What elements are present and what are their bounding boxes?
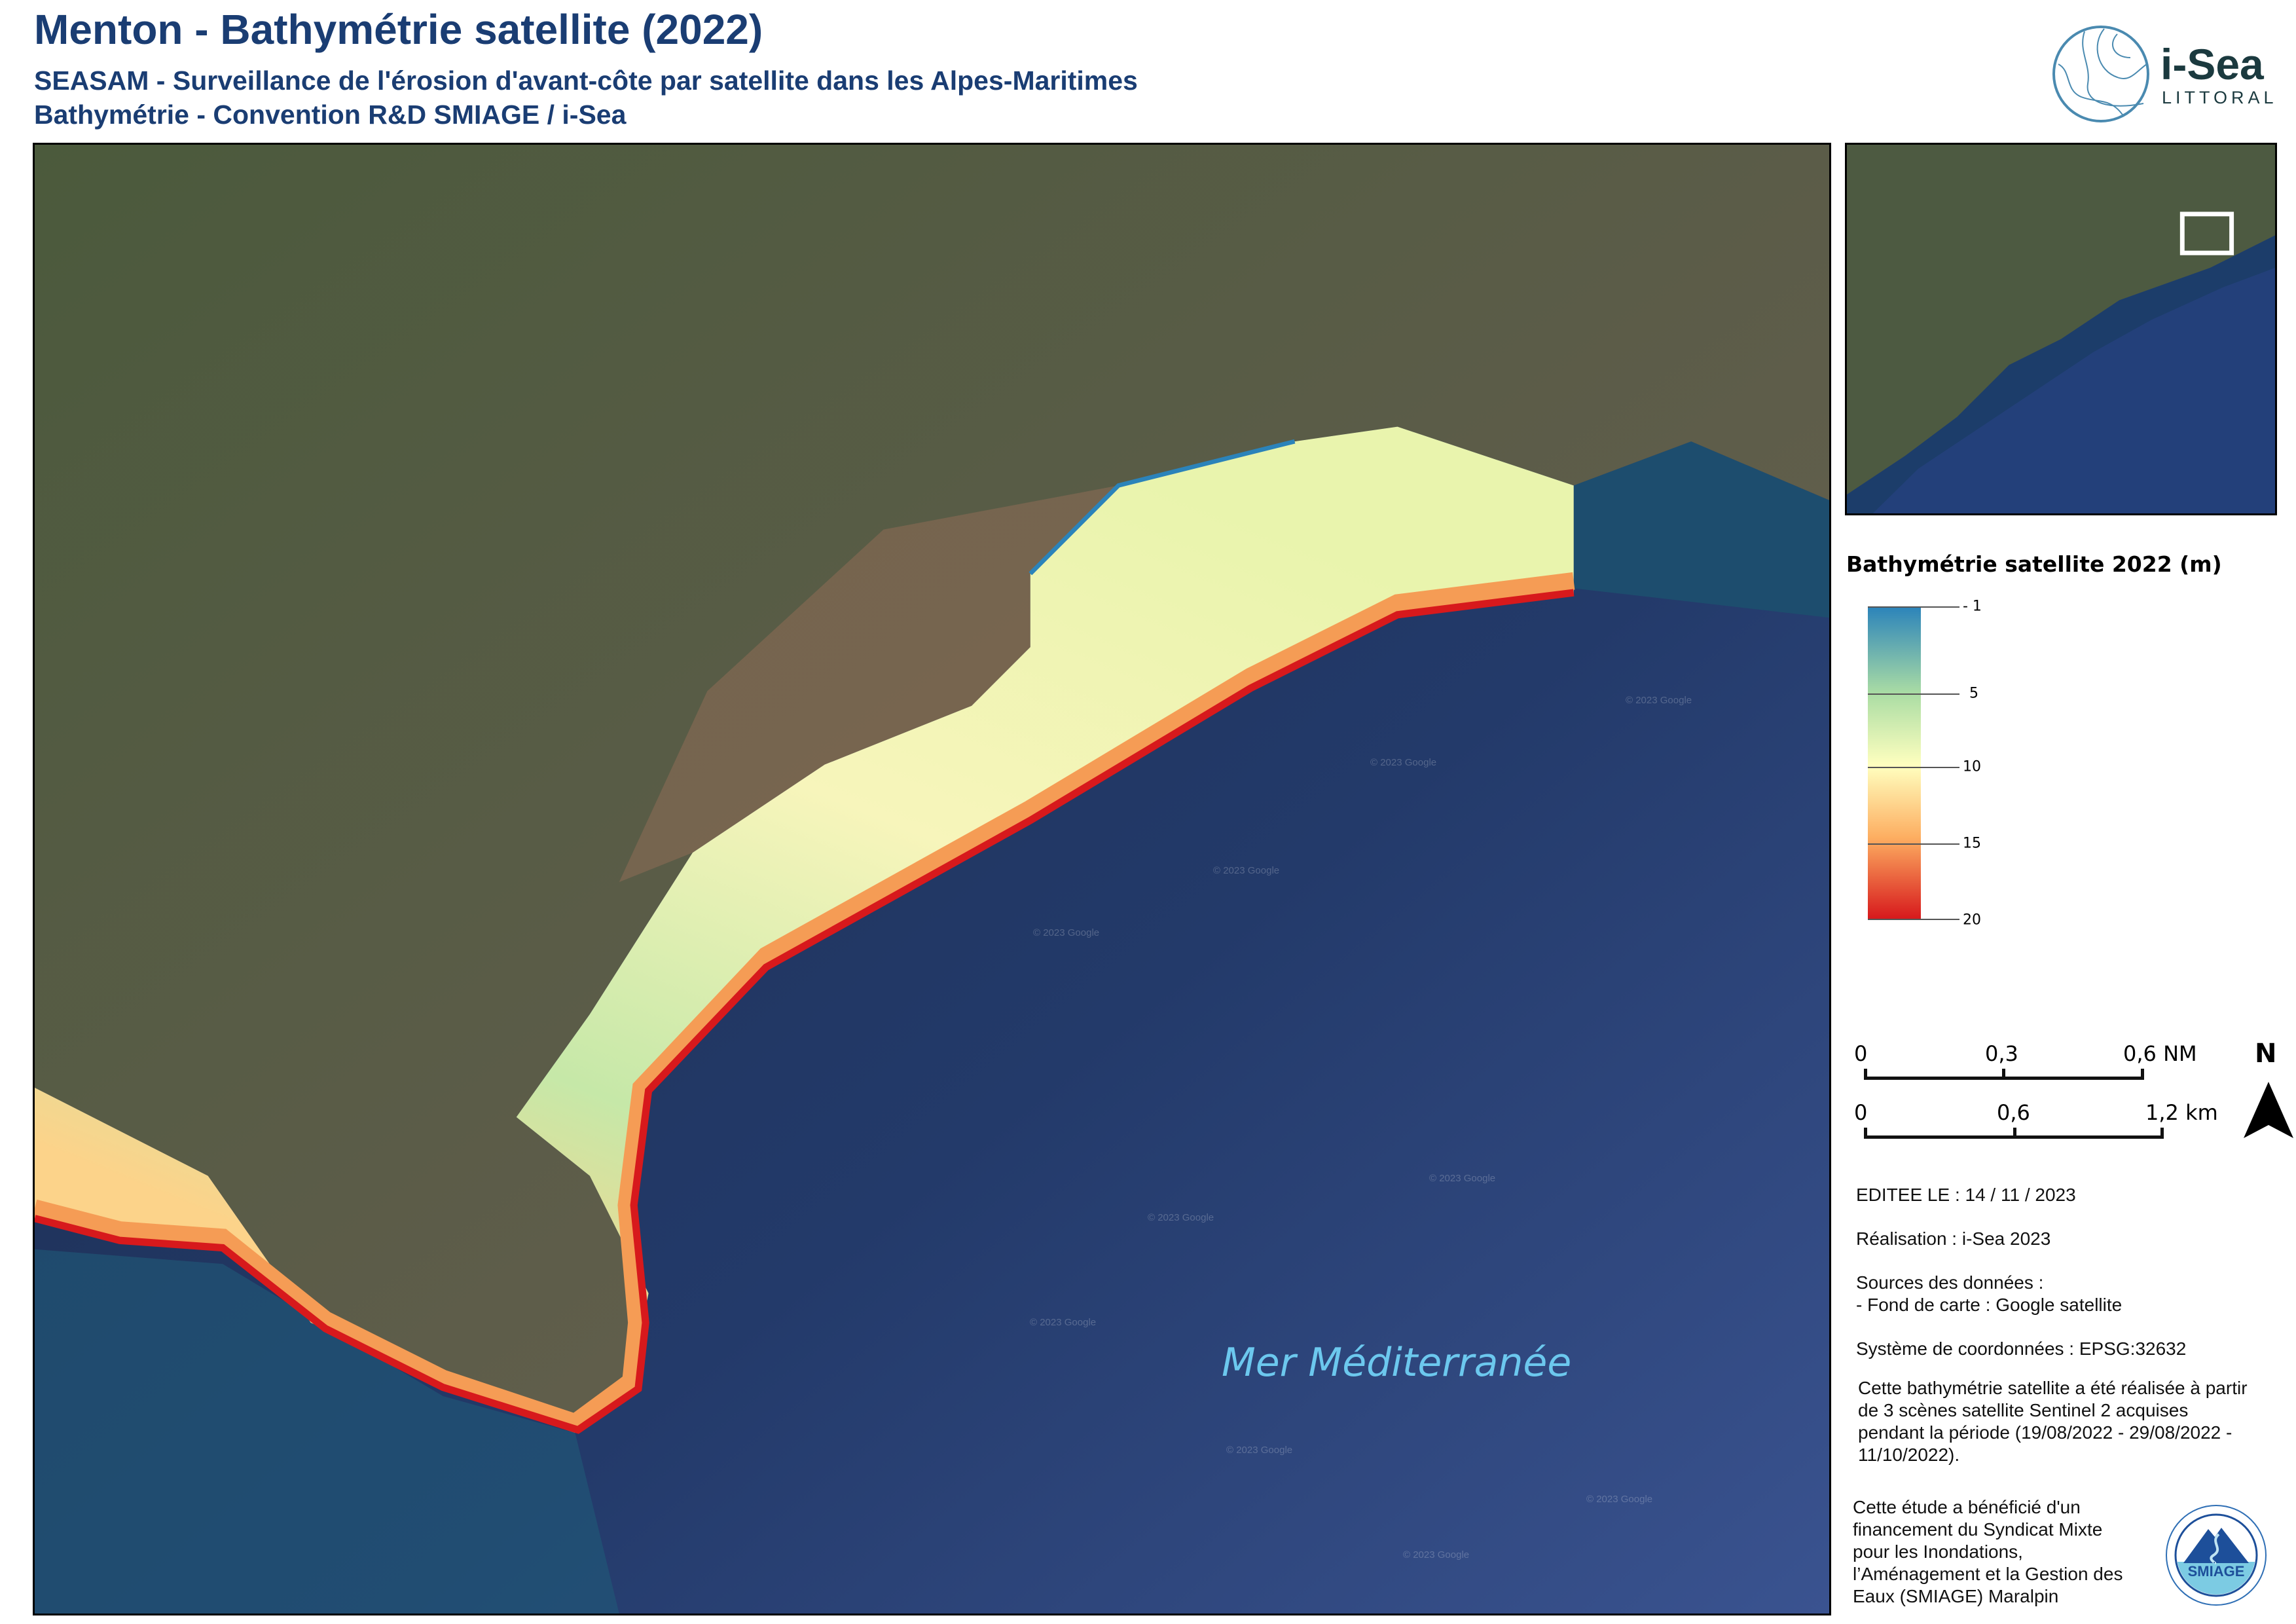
map-title: Menton - Bathymétrie satellite (2022) — [34, 6, 763, 53]
legend-title: Bathymétrie satellite 2022 (m) — [1846, 551, 2222, 577]
location-inset-map[interactable] — [1845, 143, 2277, 515]
menton-town — [619, 485, 1119, 882]
scale-nm-label: 0,3 — [1985, 1041, 2018, 1066]
scale-tick — [2002, 1069, 2005, 1079]
method-line: Cette bathymétrie satellite a été réalis… — [1858, 1378, 2248, 1398]
shallow-water-southwest — [35, 1249, 619, 1614]
funding-line: l’Aménagement et la Gestion des — [1853, 1564, 2123, 1584]
legend-label: 20 — [1963, 912, 1981, 929]
sources-basemap: - Fond de carte : Google satellite — [1856, 1295, 2123, 1315]
bathymetry-map[interactable]: © 2023 Google © 2023 Google © 2023 Googl… — [33, 143, 1831, 1615]
north-arrow-icon — [2244, 1082, 2293, 1138]
inset-land — [1847, 145, 2275, 495]
method-line: 11/10/2022). — [1858, 1445, 1960, 1465]
scale-nm-label: 0,6 NM — [2123, 1041, 2197, 1066]
bathymetry-shallow-edge — [1029, 439, 1296, 576]
funding-line: pour les Inondations, — [1853, 1541, 2023, 1562]
google-watermark: © 2023 Google — [1030, 1317, 1097, 1328]
google-watermark: © 2023 Google — [1033, 927, 1100, 938]
north-label: N — [2255, 1039, 2277, 1069]
inset-canvas — [1847, 145, 2275, 513]
scale-km-label: 1,2 km — [2145, 1100, 2218, 1125]
coordinate-system: Système de coordonnées : EPSG:32632 — [1856, 1338, 2187, 1359]
legend-tick — [1868, 843, 1959, 845]
scale-tick — [2013, 1128, 2016, 1138]
legend-tick — [1868, 606, 1959, 608]
scale-tick — [2160, 1128, 2164, 1138]
isea-logo-name: i-Sea — [2160, 40, 2264, 88]
shallow-water-east — [1573, 441, 1829, 618]
google-watermark: © 2023 Google — [1226, 1445, 1293, 1456]
scale-km-label: 0 — [1854, 1100, 1868, 1125]
smiage-emblem-icon — [2166, 1505, 2267, 1606]
funding-line: financement du Syndicat Mixte — [1853, 1519, 2103, 1540]
isea-logo: i-Sea LITTORAL — [2052, 25, 2287, 123]
map-canvas — [35, 145, 1829, 1614]
sources-title: Sources des données : — [1856, 1272, 2044, 1293]
method-line: pendant la période (19/08/2022 - 29/08/2… — [1858, 1422, 2232, 1443]
land-area — [35, 145, 1829, 1418]
subtitle-convention: Bathymétrie - Convention R&D SMIAGE / i-… — [34, 100, 627, 130]
bathymetry-15m-zone — [35, 572, 1575, 1433]
google-watermark: © 2023 Google — [1213, 865, 1280, 876]
legend-label: 10 — [1963, 758, 1981, 775]
google-watermark: © 2023 Google — [1148, 1212, 1214, 1223]
legend-tick — [1868, 693, 1959, 695]
depth-colorbar — [1868, 606, 1921, 919]
scale-km-label: 0,6 — [1997, 1100, 2030, 1125]
google-watermark: © 2023 Google — [1403, 1549, 1470, 1560]
method-line: de 3 scènes satellite Sentinel 2 acquise… — [1858, 1400, 2189, 1420]
funding-line: Cette étude a bénéficié d'un — [1853, 1497, 2081, 1517]
scale-tick — [2141, 1069, 2144, 1079]
inset-shallow — [1847, 235, 2275, 513]
isea-logo-tagline: LITTORAL — [2162, 88, 2278, 107]
smiage-logo: SMIAGE — [2164, 1503, 2269, 1608]
bathymetry-20m-edge — [35, 589, 1575, 1434]
google-watermark: © 2023 Google — [1626, 695, 1692, 706]
google-watermark: © 2023 Google — [1370, 757, 1437, 768]
edition-date: EDITEE LE : 14 / 11 / 2023 — [1856, 1185, 2076, 1205]
inset-extent-box — [2179, 212, 2234, 255]
smiage-logo-name: SMIAGE — [2187, 1563, 2245, 1579]
legend-label: 15 — [1963, 835, 1981, 852]
realisation: Réalisation : i-Sea 2023 — [1856, 1228, 2051, 1249]
isea-globe-icon — [2052, 26, 2149, 122]
scale-tick — [1864, 1128, 1867, 1138]
scale-tick — [1864, 1069, 1867, 1079]
sea-label: Mer Méditerranée — [1222, 1340, 1572, 1386]
scale-nm-label: 0 — [1854, 1041, 1868, 1066]
legend-tick — [1868, 767, 1959, 768]
google-watermark: © 2023 Google — [1586, 1494, 1653, 1505]
subtitle-project: SEASAM - Surveillance de l'érosion d'ava… — [34, 65, 1138, 96]
legend-label: - 1 — [1963, 598, 1982, 615]
google-watermark: © 2023 Google — [1429, 1173, 1496, 1184]
funding-line: Eaux (SMIAGE) Maralpin — [1853, 1586, 2059, 1606]
legend-tick — [1868, 919, 1959, 920]
legend-label: 5 — [1969, 685, 1978, 702]
